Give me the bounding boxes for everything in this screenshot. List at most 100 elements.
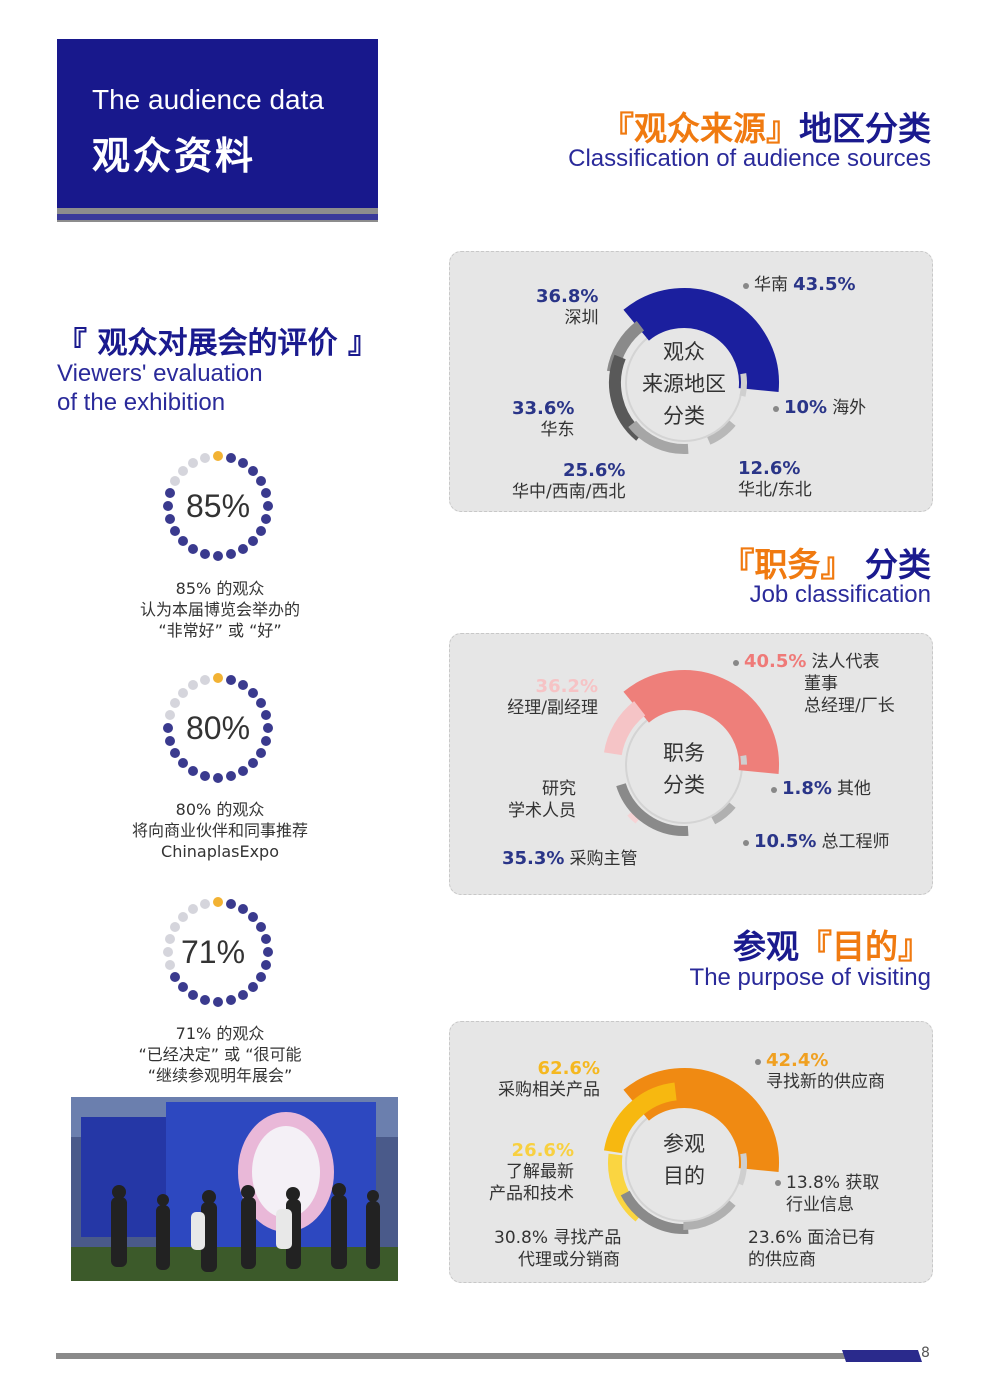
rating-dot xyxy=(213,897,223,907)
header-cn-title: 观众资料 xyxy=(92,134,257,178)
header-box xyxy=(57,39,378,208)
rating-dot xyxy=(261,934,272,945)
rating-dot xyxy=(238,457,248,468)
rating-dot xyxy=(177,465,188,476)
jobs-center-label: 职务 分类 xyxy=(663,741,705,797)
rating-dot xyxy=(256,748,267,758)
rating-dot xyxy=(261,513,272,524)
rating-dot xyxy=(248,687,259,698)
rating-dot xyxy=(164,959,175,970)
footer-bar xyxy=(56,1350,922,1362)
label-purchasing: 35.3% 采购主管 xyxy=(502,848,638,869)
rating-dot xyxy=(238,544,248,555)
jobs-donut-chart xyxy=(603,670,779,836)
rating-dot xyxy=(164,934,175,945)
rating-dot xyxy=(225,995,236,1006)
rating-dot xyxy=(213,673,223,683)
sources-donut-chart xyxy=(606,288,779,454)
rating-dot xyxy=(261,959,272,970)
header-en-title: The audience data xyxy=(92,84,324,115)
donut-slice-3 xyxy=(620,1190,689,1234)
rating-dot xyxy=(213,551,223,561)
donut-slice-1 xyxy=(603,701,646,756)
donut-slice-1 xyxy=(603,1082,677,1154)
rating-dot xyxy=(261,488,272,499)
rating-dot xyxy=(200,771,211,782)
rating-dot xyxy=(248,982,259,993)
rating-value: 80% xyxy=(185,710,251,746)
rating-dot xyxy=(188,457,198,468)
purpose-donut-chart xyxy=(603,1068,779,1234)
rating-dot xyxy=(200,452,211,463)
rating-dot xyxy=(248,758,259,769)
rating-dot xyxy=(169,526,180,536)
donut-slice-4 xyxy=(707,420,736,445)
rating-dot xyxy=(164,735,175,746)
purpose-subtitle: The purpose of visiting xyxy=(689,964,931,991)
label-overseas: 10% 海外 xyxy=(768,397,866,419)
rating-dot xyxy=(238,990,248,1001)
rating-ring-85: 85% xyxy=(162,450,274,562)
label-shenzhen: 36.8% 深圳 xyxy=(536,286,599,328)
rating-dot xyxy=(169,748,180,758)
rating-dot xyxy=(200,898,211,909)
label-other: 1.8% 其他 xyxy=(766,778,871,800)
evaluation-subtitle-1: Viewers' evaluation xyxy=(57,360,263,387)
rating-dot xyxy=(163,723,173,733)
rating-dot xyxy=(164,710,175,721)
rating-dot xyxy=(261,735,272,746)
evaluation-subtitle-2: of the exhibition xyxy=(57,389,226,416)
sources-subtitle: Classification of audience sources xyxy=(568,145,931,172)
rating-dot xyxy=(164,488,175,499)
rating-dot xyxy=(200,995,211,1006)
rating-description-85: 85% 的观众 认为本届博览会举办的 “非常好” 或 “好” xyxy=(139,579,300,640)
rating-dot xyxy=(261,710,272,721)
label-agent: 30.8% 寻找产品 代理或分销商 xyxy=(494,1228,622,1270)
rating-dot xyxy=(213,997,223,1007)
label-huanan: 华南 43.5% xyxy=(738,274,856,296)
exhibition-photo xyxy=(71,1097,398,1281)
rating-dot xyxy=(256,922,267,932)
rating-dot xyxy=(263,501,273,511)
donut-slice-4 xyxy=(683,1200,736,1230)
label-manager: 36.2% 经理/副经理 xyxy=(507,676,598,718)
rating-dot xyxy=(200,549,211,560)
rating-dot xyxy=(188,903,198,914)
sources-title: 『观众来源』地区分类 xyxy=(601,109,931,148)
evaluation-title: 『 观众对展会的评价 』 xyxy=(57,326,378,361)
rating-dot xyxy=(177,536,188,547)
rating-dot xyxy=(225,452,236,463)
label-latest-tech: 26.6% 了解最新 产品和技术 xyxy=(489,1140,574,1204)
rating-dot xyxy=(225,549,236,560)
rating-dot xyxy=(177,982,188,993)
rating-dot xyxy=(177,687,188,698)
label-new-supplier: 42.4% 寻找新的供应商 xyxy=(750,1050,885,1093)
rating-value: 71% xyxy=(180,934,246,970)
label-chief-engineer: 10.5% 总工程师 xyxy=(738,831,890,853)
donut-slice-0 xyxy=(623,288,779,392)
donut-slice-4 xyxy=(711,802,736,825)
rating-dot xyxy=(248,536,259,547)
rating-dot xyxy=(213,451,223,461)
rating-dot xyxy=(177,758,188,769)
rating-ring-71: 71% xyxy=(162,896,274,1008)
rating-ring-80: 80% xyxy=(162,672,274,784)
donut-slice-3 xyxy=(628,420,689,454)
purpose-center-label: 参观 目的 xyxy=(663,1132,705,1188)
donut-slice-0 xyxy=(623,670,779,774)
label-existing-supplier: 23.6% 面洽已有 的供应商 xyxy=(748,1228,876,1270)
jobs-subtitle: Job classification xyxy=(749,581,931,608)
purpose-title: 参观『目的』 xyxy=(733,927,931,966)
label-huabei: 12.6% 华北/东北 xyxy=(738,458,812,500)
rating-dot xyxy=(163,947,173,957)
rating-dot xyxy=(169,972,180,982)
rating-dot xyxy=(177,911,188,922)
rating-dot xyxy=(238,903,248,914)
jobs-title: 『职务』 分类 xyxy=(721,545,932,584)
rating-dot xyxy=(164,513,175,524)
label-research: 研究 学术人员 xyxy=(508,779,576,821)
rating-dot xyxy=(256,476,267,486)
donut-slice-5 xyxy=(740,755,747,765)
rating-dot xyxy=(188,679,198,690)
rating-dot xyxy=(188,990,198,1001)
